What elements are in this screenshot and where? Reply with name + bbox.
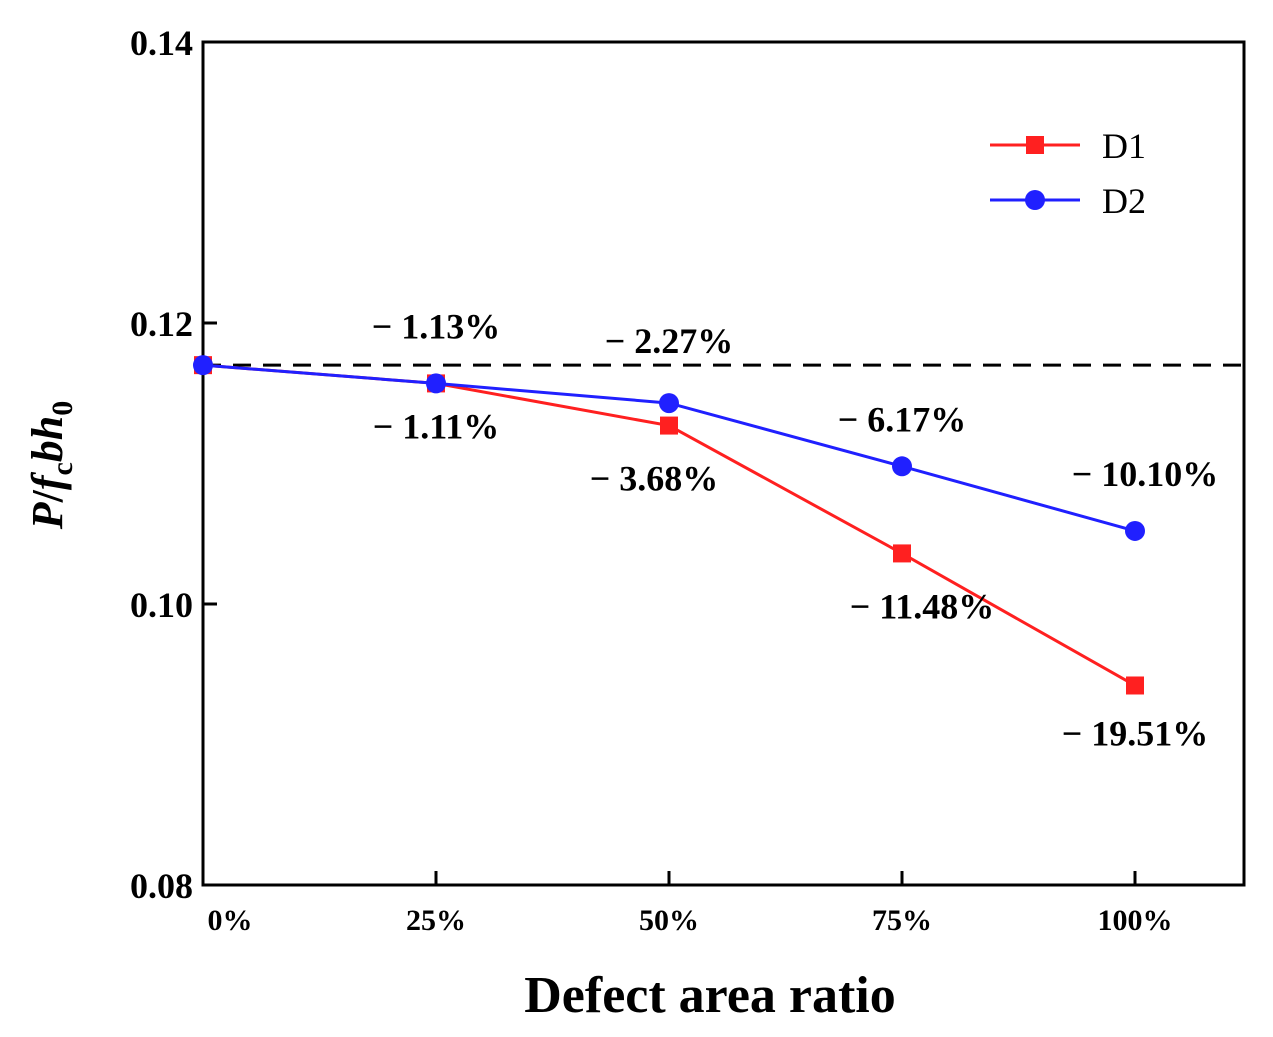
y-axis-ticks: 0.08 0.10 0.12 0.14 bbox=[130, 23, 217, 906]
legend: D1 D2 bbox=[990, 126, 1146, 221]
y-axis-title: P/fcbh0 bbox=[23, 401, 79, 531]
ylabel-p: P bbox=[23, 501, 72, 530]
annotation-d2: − 1.13% bbox=[372, 306, 501, 346]
data-point-d1 bbox=[893, 544, 911, 563]
x-axis-title: Defect area ratio bbox=[524, 967, 896, 1024]
legend-label-d1: D1 bbox=[1102, 126, 1146, 166]
annotation-d2: − 2.27% bbox=[605, 321, 734, 361]
series-layer bbox=[193, 355, 1145, 695]
ylabel-sub-0: 0 bbox=[46, 401, 79, 416]
legend-marker-d1 bbox=[1026, 136, 1044, 154]
data-point-d1 bbox=[1126, 676, 1144, 695]
plot-area bbox=[201, 40, 1246, 887]
ylabel-sub-c: c bbox=[46, 462, 79, 475]
y-tick-label: 0.12 bbox=[130, 304, 193, 344]
annotation-d2: − 10.10% bbox=[1072, 454, 1219, 494]
x-axis-ticks: 0% 25% 50% 75% 100% bbox=[208, 871, 1173, 937]
x-tick-label: 75% bbox=[872, 904, 932, 937]
annotation-d2: − 6.17% bbox=[838, 399, 967, 439]
data-point-d1 bbox=[660, 416, 678, 435]
ylabel-bh: bh bbox=[23, 416, 72, 462]
series-line-d2 bbox=[202, 363, 1136, 533]
annotation-layer: − 1.11% − 3.68% − 11.48% − 19.51% − 1.13% − 2… bbox=[372, 306, 1219, 753]
data-point-d2 bbox=[426, 373, 446, 394]
x-tick-label: 0% bbox=[208, 904, 253, 937]
y-tick-label: 0.10 bbox=[130, 585, 193, 625]
data-point-d2 bbox=[193, 355, 213, 376]
annotation-d1: − 19.51% bbox=[1062, 713, 1209, 753]
legend-marker-d2 bbox=[1025, 190, 1045, 210]
series-line-d1 bbox=[202, 363, 1136, 687]
y-tick-label: 0.08 bbox=[130, 866, 193, 906]
legend-label-d2: D2 bbox=[1102, 181, 1146, 221]
ylabel-slash: / bbox=[23, 489, 72, 503]
annotation-d1: − 1.11% bbox=[373, 406, 500, 446]
annotation-d1: − 3.68% bbox=[590, 459, 719, 499]
data-point-d2 bbox=[1125, 520, 1145, 541]
x-tick-label: 25% bbox=[406, 904, 466, 937]
x-tick-label: 100% bbox=[1098, 904, 1173, 937]
data-point-d2 bbox=[659, 393, 679, 414]
x-tick-label: 50% bbox=[639, 904, 699, 937]
y-tick-label: 0.14 bbox=[130, 23, 193, 63]
ylabel-f: f bbox=[23, 471, 72, 490]
data-point-d2 bbox=[892, 456, 912, 477]
annotation-d1: − 11.48% bbox=[850, 586, 995, 626]
